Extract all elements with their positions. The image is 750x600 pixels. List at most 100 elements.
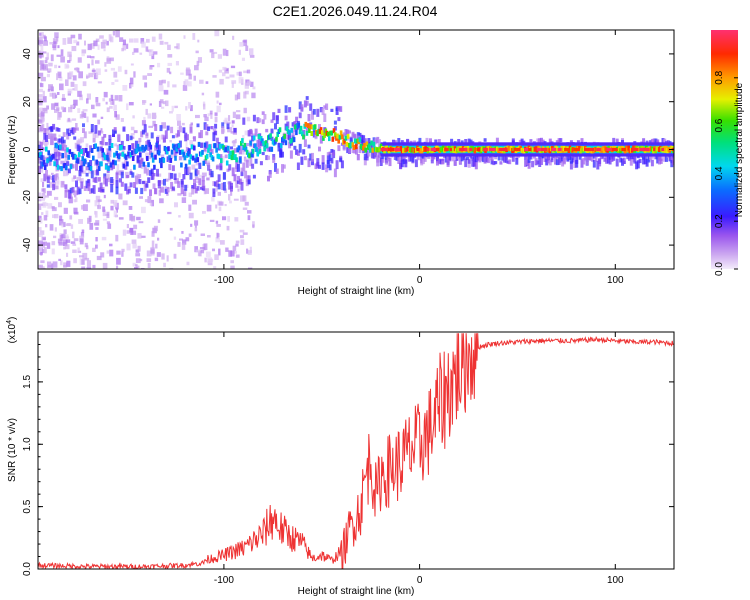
spectrogram-noise-cell <box>228 194 231 201</box>
spectrogram-halo-cell <box>490 159 494 165</box>
spectrogram-noise-cell <box>58 65 61 68</box>
spectrogram-noise-cell <box>129 227 134 233</box>
spectrogram-halo-cell <box>97 130 101 136</box>
spectrogram-noise-cell <box>178 215 181 218</box>
spectrogram-noise-cell <box>204 188 209 194</box>
spectrogram-noise-cell <box>80 178 84 183</box>
spectrogram-noise-cell <box>75 197 78 203</box>
spectrogram-halo-cell <box>268 171 272 178</box>
spectrogram-noise-cell <box>103 91 108 98</box>
spectrogram-noise-cell <box>81 205 85 210</box>
spectrogram-halo-cell <box>252 114 256 122</box>
spectrogram-halo-cell <box>201 180 205 189</box>
spectrogram-core-cell <box>160 163 163 169</box>
spectrogram-halo-cell <box>200 186 203 190</box>
spectrogram-noise-cell <box>192 33 196 40</box>
spectrogram-halo-cell <box>388 157 392 167</box>
spectrogram-noise-cell <box>77 247 80 253</box>
spectrogram-halo-cell <box>75 161 78 170</box>
spectrogram-core-cell <box>187 151 190 156</box>
spectrogram-noise-cell <box>139 258 143 262</box>
spectrogram-halo-cell <box>62 143 66 148</box>
spectrogram-noise-cell <box>169 71 172 75</box>
spectrogram-halo-cell <box>200 130 203 139</box>
spectrogram-halo-cell <box>332 152 336 156</box>
spectrogram-halo-cell <box>154 124 158 131</box>
spectrogram-noise-cell <box>163 89 169 95</box>
spectrogram-noise-cell <box>206 204 212 212</box>
spectrogram-halo-cell <box>274 163 277 172</box>
spectrogram-halo-cell <box>263 114 267 120</box>
spectrogram-halo-cell <box>215 180 219 187</box>
spectrogram-noise-cell <box>126 224 129 229</box>
spectrogram-noise-cell <box>145 46 149 52</box>
spectrogram-noise-cell <box>38 108 42 115</box>
spectrogram-halo-cell <box>66 128 70 136</box>
spectrogram-core-cell <box>250 152 254 158</box>
spectrogram-noise-cell <box>195 162 200 166</box>
spectrogram-halo-cell <box>156 168 159 177</box>
spectrogram-halo-cell <box>281 151 284 158</box>
spectrogram-core-cell <box>55 143 59 149</box>
spectrogram-noise-cell <box>247 210 252 214</box>
spectrogram-halo-cell <box>115 179 119 189</box>
spectrogram-halo-cell <box>529 139 533 143</box>
spectrogram-noise-cell <box>188 73 192 80</box>
spectrogram-noise-cell <box>93 72 98 80</box>
spectrogram-noise-cell <box>181 243 186 250</box>
spectrogram-halo-cell <box>407 155 411 162</box>
spectrogram-halo-cell <box>270 128 274 134</box>
spectrogram-noise-cell <box>181 122 185 126</box>
spectrogram-halo-cell <box>318 124 321 132</box>
spectrogram-noise-cell <box>237 189 240 192</box>
spectrogram-halo-cell <box>494 161 498 165</box>
spectrogram-halo-cell <box>538 138 542 144</box>
spectrogram-core-cell <box>168 155 171 161</box>
spectrogram-noise-cell <box>72 88 75 91</box>
spectrogram-core-cell <box>248 153 251 159</box>
spectrogram-core-cell <box>124 154 128 160</box>
spectrogram-halo-cell <box>178 125 182 133</box>
spectrogram-noise-cell <box>146 168 149 176</box>
spectrogram-noise-cell <box>189 140 193 145</box>
spectrogram-peak-cell <box>564 147 570 152</box>
spectrogram-core-cell <box>137 146 141 152</box>
spectrogram-core-cell <box>308 128 311 133</box>
spectrogram-halo-cell <box>177 181 181 188</box>
spectrogram-noise-cell <box>50 54 54 62</box>
spectrogram-halo-cell <box>499 161 503 165</box>
spectrogram-core-cell <box>363 142 366 148</box>
spectrogram-core-cell <box>150 152 154 158</box>
spectrogram-noise-cell <box>159 198 164 204</box>
spectrogram-noise-cell <box>100 252 105 258</box>
spectrogram-halo-cell <box>316 108 320 117</box>
spectrogram-halo-cell <box>485 156 489 162</box>
spectrogram-halo-cell <box>131 143 135 150</box>
spectrogram-core-cell <box>351 142 355 148</box>
spectrogram-noise-cell <box>78 33 82 40</box>
spectrogram-halo-cell <box>112 133 115 137</box>
spectrogram-noise-cell <box>182 85 188 91</box>
spectrogram-halo-cell <box>161 134 165 140</box>
spectrogram-halo-cell <box>124 183 128 191</box>
spectrogram-noise-cell <box>216 233 220 237</box>
spectrogram-halo-cell <box>335 107 339 111</box>
spectrogram-noise-cell <box>173 253 177 259</box>
spectrogram-noise-cell <box>180 72 184 75</box>
spectrogram-noise-cell <box>102 206 106 212</box>
spectrogram-noise-cell <box>183 35 186 39</box>
spectrogram-halo-cell <box>423 154 427 162</box>
spectrogram-noise-cell <box>185 106 188 111</box>
spectrogram-halo-cell <box>460 155 464 162</box>
spectrogram-noise-cell <box>151 231 155 237</box>
spectrogram-noise-cell <box>133 130 138 134</box>
spectrogram-noise-cell <box>194 225 197 228</box>
spectrogram-noise-cell <box>102 39 107 44</box>
spectrogram-noise-cell <box>137 245 141 252</box>
spectrogram-halo-cell <box>177 147 181 151</box>
spectrogram-halo-cell <box>668 152 672 162</box>
spectrogram-halo-cell <box>608 155 612 165</box>
spectrogram-noise-cell <box>45 210 49 217</box>
spectrogram-halo-cell <box>90 188 94 193</box>
spectrogram-core-cell <box>208 144 211 150</box>
